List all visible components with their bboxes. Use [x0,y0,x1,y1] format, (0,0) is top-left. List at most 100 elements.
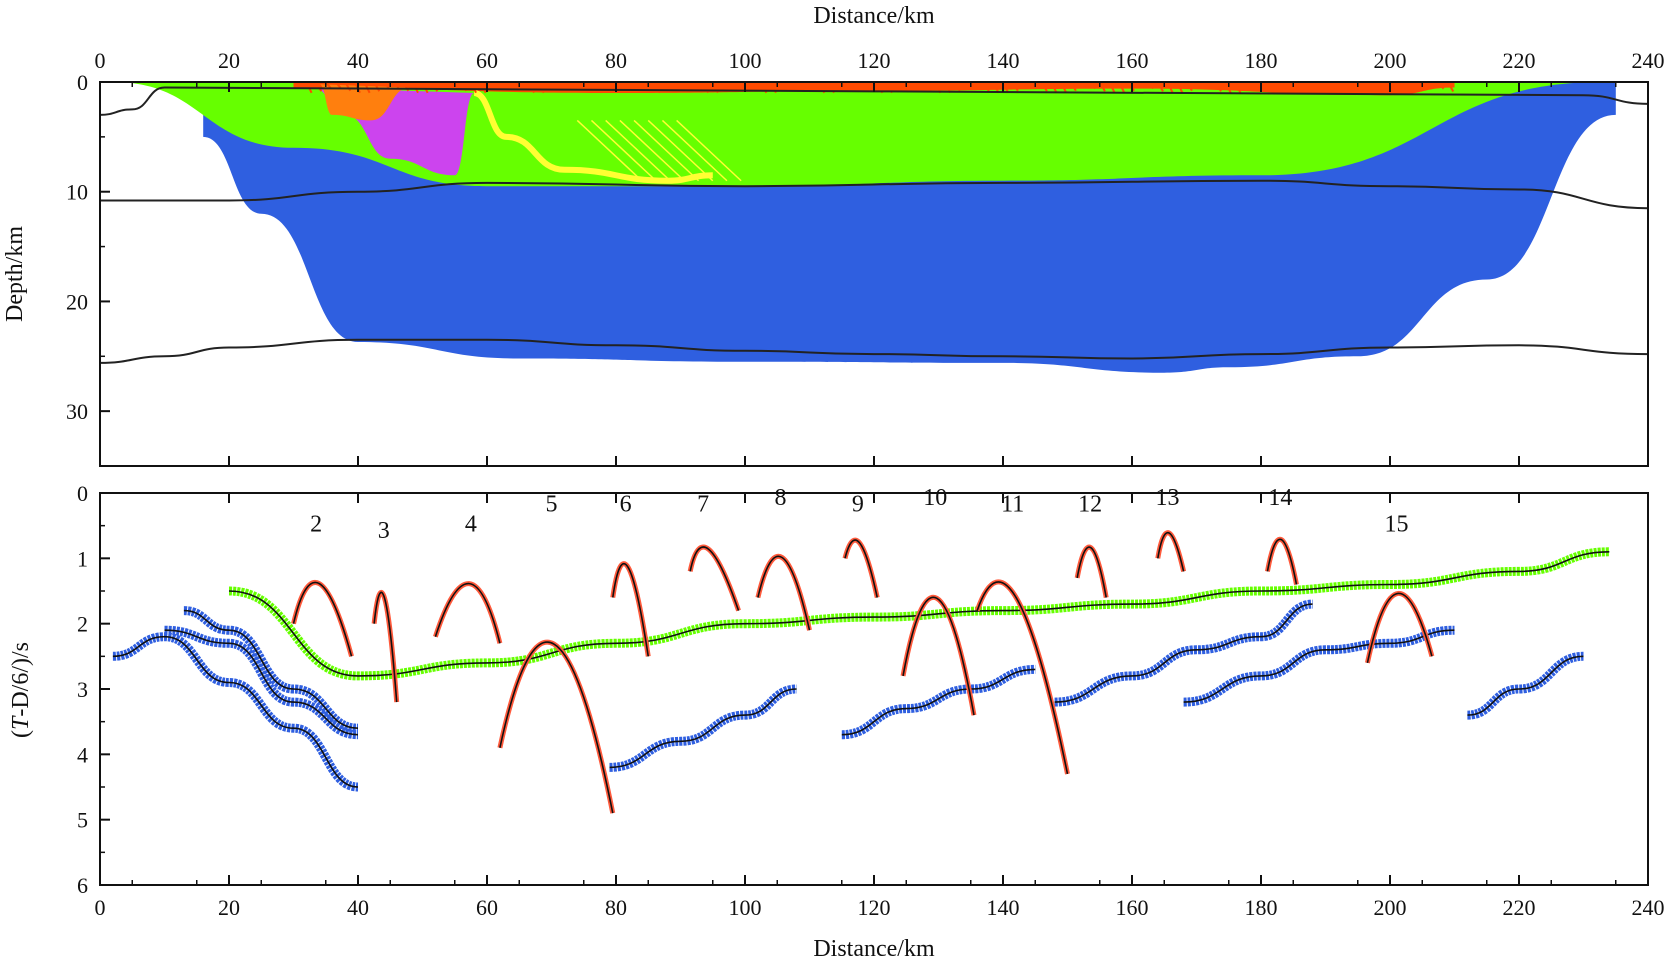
yellow-ray [619,119,685,182]
sediment-ray [441,81,448,89]
sediment-ray [1360,81,1367,92]
sediment-ray [624,81,632,89]
shot-direct-pick [371,589,400,703]
pick-band-moho-reflection [1054,599,1314,707]
sediment-ray [383,81,390,90]
sediment-ray [731,81,739,89]
sediment-ray [1205,81,1213,90]
sediment-ray [411,81,419,94]
top-x-tick-label: 140 [987,48,1020,73]
sediment-ray [1447,81,1455,92]
top-y-tick-label: 10 [66,180,88,205]
shot-label: 2 [310,511,322,537]
bottom-x-tick-label: 160 [1116,895,1149,920]
sediment-ray [799,81,806,89]
sediment-ray [1185,81,1193,92]
sediment-ray [1321,81,1329,90]
top-y-tick-label: 20 [66,289,88,314]
sediment-ray [1273,81,1280,92]
bottom-x-tick-label: 140 [987,895,1020,920]
sediment-ray [1176,81,1184,94]
shot-direct-curve [373,591,398,703]
sediment-ray [1408,81,1416,93]
sediment-ray [1340,81,1348,94]
shot-direct-pick [1074,544,1109,598]
sediment-ray [1069,81,1077,92]
sediment-ray [1398,81,1406,94]
sediment-ray [857,81,864,89]
sediment-ray [595,81,603,94]
sediment-ray [1040,81,1048,92]
sediment-ray [586,81,594,94]
ray-paths [112,81,1616,373]
sediment-ray [1098,81,1106,92]
sediment-ray [363,81,371,94]
bottom-x-tick-label: 60 [476,895,498,920]
sediment-ray [1166,81,1174,94]
sediment-ray [1108,81,1116,94]
sediment-ray [1118,81,1126,94]
bottom-x-tick-label: 40 [347,895,369,920]
sediment-ray [1263,81,1271,90]
y-title-suffix: -D/6/)/s [8,642,34,717]
bottom-x-axis-title: Distance/km [813,936,935,962]
shot-direct-curve [976,581,1069,775]
sediment-ray [1060,81,1068,94]
sediment-ray [315,81,323,92]
shot-direct-curve [499,641,614,814]
sediment-ray [721,81,729,92]
bottom-y-tick-label: 2 [77,612,88,637]
shot-label: 13 [1155,485,1179,511]
sediment-ray [1214,81,1222,92]
calculated-curves [112,551,1610,788]
yellow-ray [590,119,657,182]
sediment-ray [866,81,874,92]
calc-curve-moho-reflection [1467,655,1584,716]
bottom-y-tick-label: 1 [77,546,88,571]
sediment-ray [373,81,381,92]
top-x-tick-label: 60 [476,48,498,73]
sediment-ray [479,81,487,94]
sediment-ray [324,81,332,90]
sediment-ray [779,81,787,92]
top-y-axis-title: Depth/km [2,226,28,322]
calc-curve-moho-reflection [1054,603,1313,703]
top-x-tick-label: 100 [729,48,762,73]
sediment-ray [750,81,758,92]
ray-model-panel: 0 20 40 60 80 100 120 140 160 180 200 220 240 0 10 20 3… [2,3,1665,467]
shot-label: 15 [1384,511,1408,537]
top-x-tick-label: 40 [347,48,369,73]
calc-curve-moho-reflection [112,635,359,788]
shot-label: 6 [620,492,632,518]
bottom-y-tick-label: 3 [77,677,88,702]
top-x-tick-label: 220 [1503,48,1536,73]
bottom-y-ticks: 0 1 2 3 4 5 6 [77,481,110,898]
sediment-ray [808,81,816,92]
calc-curve-moho-reflection [183,609,359,729]
calc-curve-crustal-refraction [228,551,1610,677]
calc-curve-moho-reflection [164,629,359,736]
shot-direct-pick [842,537,880,599]
sediment-ray [973,81,980,89]
bottom-x-tick-label: 0 [95,895,106,920]
yellow-ray-band [473,90,713,184]
sediment-ray [953,81,961,92]
top-x-ticks: 0 20 40 60 80 100 120 140 160 180 200 220 240 [95,48,1665,466]
bottom-y-tick-label: 4 [77,742,88,767]
sediment-ray [1011,81,1019,92]
bottom-y-tick-label: 5 [77,808,88,833]
shot-direct-curve [1366,592,1433,664]
ray-bundle-orange [319,84,410,121]
shot-label: 7 [697,492,709,518]
sediment-ray [1331,81,1338,92]
shot-label: 3 [378,518,390,544]
yellow-ray [676,119,742,182]
top-x-tick-label: 160 [1116,48,1149,73]
top-y-tick-label: 30 [66,399,88,424]
top-x-tick-label: 80 [605,48,627,73]
bottom-y-axis-title: (T-D/6/)/s [8,642,34,738]
top-x-tick-label: 200 [1374,48,1407,73]
shot-label: 14 [1268,485,1292,511]
shot-direct-curve [689,546,740,611]
